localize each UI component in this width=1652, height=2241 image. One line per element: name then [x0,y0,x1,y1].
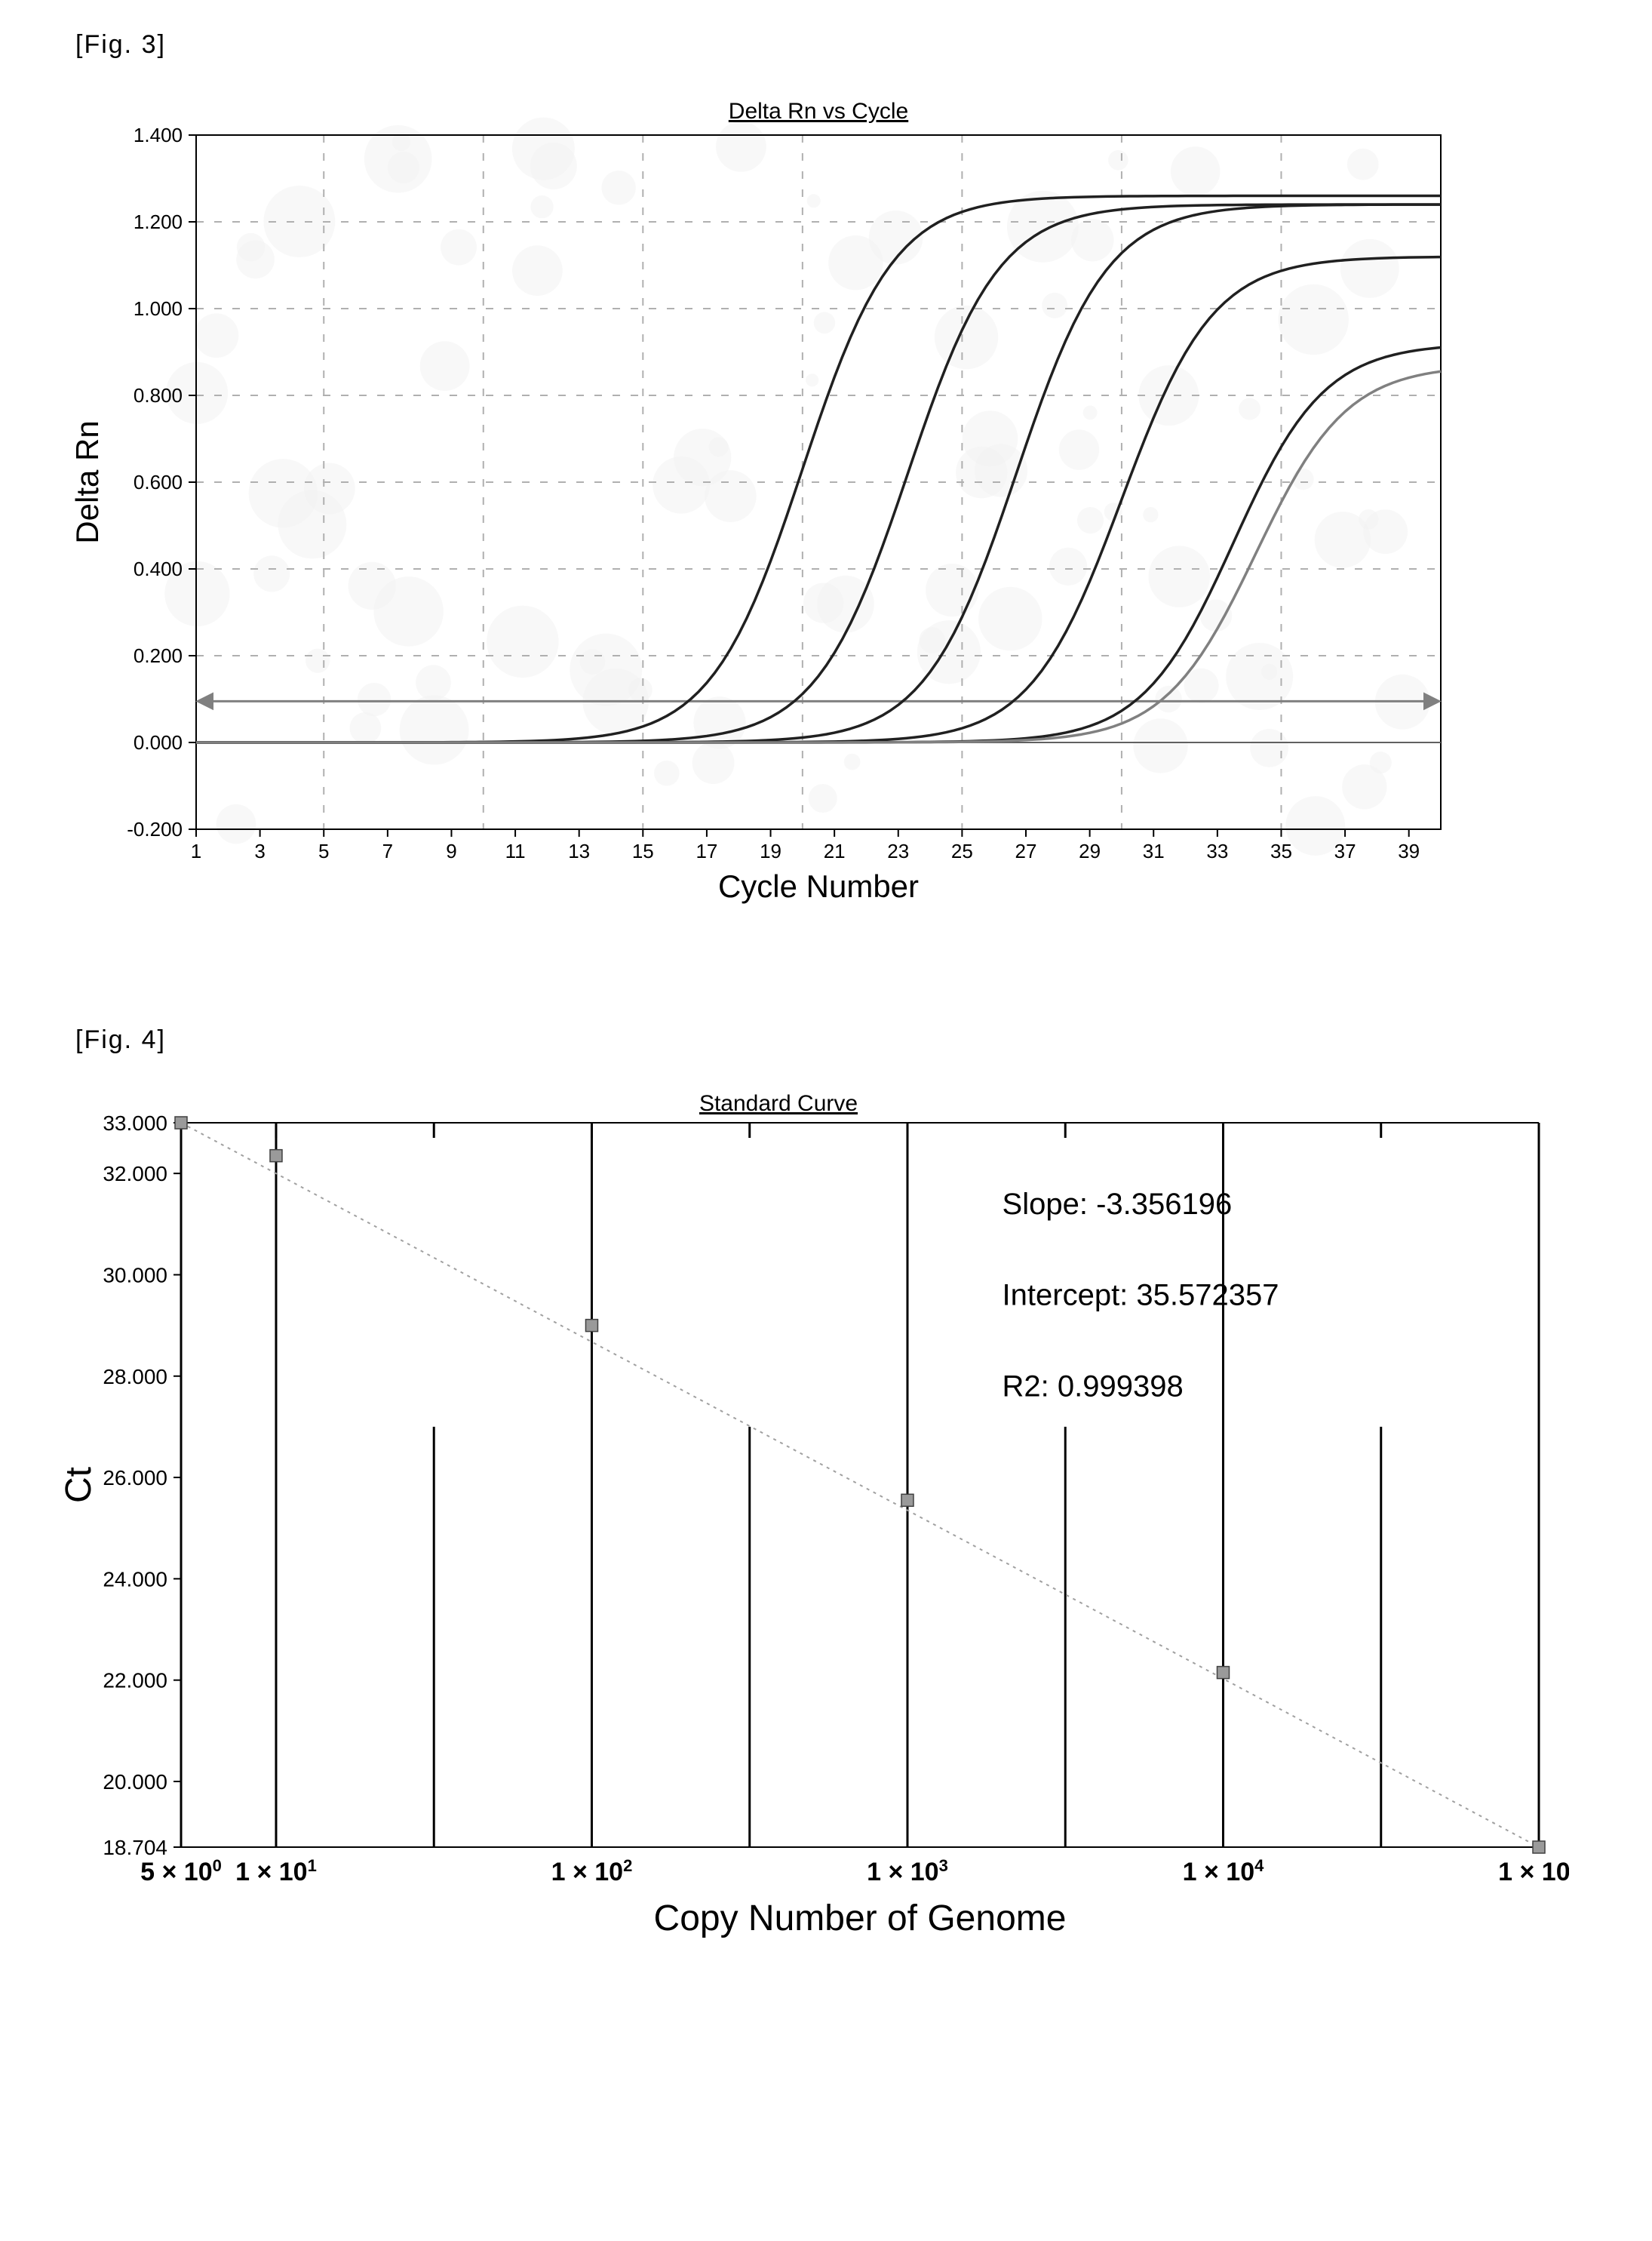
svg-text:1 × 102: 1 × 102 [551,1856,633,1887]
svg-text:27: 27 [1015,840,1037,862]
svg-text:22.000: 22.000 [103,1669,167,1692]
svg-text:1 × 104: 1 × 104 [1183,1856,1264,1887]
svg-text:39: 39 [1398,840,1420,862]
amplification-plot: Delta Rn vs Cycle13579111315171921232527… [45,82,1607,920]
svg-text:1.000: 1.000 [134,297,183,320]
svg-text:0.800: 0.800 [134,384,183,407]
svg-text:1 × 101: 1 × 101 [235,1856,317,1887]
figure-3-label: [Fig. 3] [75,30,1607,60]
svg-text:11: 11 [505,840,526,862]
svg-text:31: 31 [1143,840,1165,862]
svg-text:17: 17 [695,840,717,862]
svg-text:Copy Number of Genome: Copy Number of Genome [654,1898,1067,1938]
svg-text:0.000: 0.000 [134,731,183,754]
svg-text:18.704: 18.704 [103,1836,167,1859]
svg-text:15: 15 [632,840,654,862]
svg-text:21: 21 [824,840,846,862]
svg-text:5 × 100: 5 × 100 [140,1856,222,1887]
figure-4-label: [Fig. 4] [75,1025,1607,1055]
svg-text:0.400: 0.400 [134,558,183,580]
svg-text:1: 1 [191,840,201,862]
svg-text:Ct: Ct [59,1467,99,1503]
svg-text:0.600: 0.600 [134,471,183,493]
svg-text:Standard Curve: Standard Curve [699,1091,858,1116]
figure-4-block: [Fig. 4] Standard Curve 18.704 20.000 22.00… [45,1025,1607,1953]
svg-text:24.000: 24.000 [103,1567,167,1591]
svg-text:Delta Rn vs Cycle: Delta Rn vs Cycle [729,99,908,124]
svg-text:R2: 0.999398: R2: 0.999398 [1003,1370,1184,1403]
svg-text:33: 33 [1206,840,1228,862]
svg-text:28.000: 28.000 [103,1365,167,1388]
svg-text:19: 19 [760,840,781,862]
standard-curve-plot: Standard Curve 18.704 20.000 22.000 24.000 26… [45,1077,1607,1953]
svg-text:Intercept: 35.572357: Intercept: 35.572357 [1003,1279,1279,1312]
svg-text:1.400: 1.400 [134,124,183,146]
svg-text:30.000: 30.000 [103,1263,167,1286]
svg-text:0.200: 0.200 [134,644,183,667]
svg-text:23: 23 [887,840,909,862]
svg-text:Cycle Number: Cycle Number [718,868,919,904]
svg-text:37: 37 [1334,840,1356,862]
svg-text:13: 13 [568,840,590,862]
svg-text:29: 29 [1079,840,1101,862]
svg-text:-0.200: -0.200 [127,818,183,841]
svg-text:20.000: 20.000 [103,1770,167,1794]
svg-text:3: 3 [254,840,265,862]
svg-text:5: 5 [318,840,329,862]
svg-text:25: 25 [951,840,973,862]
svg-text:1 × 103: 1 × 103 [867,1856,948,1887]
svg-text:33.000: 33.000 [103,1111,167,1135]
svg-text:1.200: 1.200 [134,211,183,233]
svg-text:26.000: 26.000 [103,1466,167,1489]
figure-3-block: [Fig. 3] Delta Rn vs Cycle13579111315171… [45,30,1607,920]
svg-text:Delta Rn: Delta Rn [69,420,105,543]
svg-text:9: 9 [446,840,456,862]
svg-text:1 × 105: 1 × 105 [1498,1856,1569,1887]
svg-text:7: 7 [382,840,393,862]
svg-text:Slope: -3.356196: Slope: -3.356196 [1003,1188,1233,1221]
svg-text:32.000: 32.000 [103,1162,167,1185]
svg-text:35: 35 [1270,840,1292,862]
